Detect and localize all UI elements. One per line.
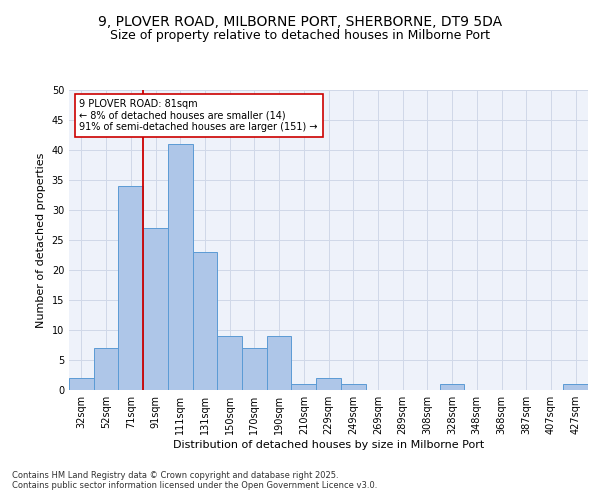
Bar xyxy=(217,336,242,390)
Bar xyxy=(341,384,365,390)
Bar xyxy=(316,378,341,390)
Bar xyxy=(267,336,292,390)
Text: 9 PLOVER ROAD: 81sqm
← 8% of detached houses are smaller (14)
91% of semi-detach: 9 PLOVER ROAD: 81sqm ← 8% of detached ho… xyxy=(79,99,318,132)
X-axis label: Distribution of detached houses by size in Milborne Port: Distribution of detached houses by size … xyxy=(173,440,484,450)
Bar xyxy=(143,228,168,390)
Bar xyxy=(168,144,193,390)
Text: 9, PLOVER ROAD, MILBORNE PORT, SHERBORNE, DT9 5DA: 9, PLOVER ROAD, MILBORNE PORT, SHERBORNE… xyxy=(98,16,502,30)
Bar xyxy=(193,252,217,390)
Text: Contains HM Land Registry data © Crown copyright and database right 2025.
Contai: Contains HM Land Registry data © Crown c… xyxy=(12,470,377,490)
Bar xyxy=(563,384,588,390)
Y-axis label: Number of detached properties: Number of detached properties xyxy=(36,152,46,328)
Bar xyxy=(292,384,316,390)
Bar xyxy=(242,348,267,390)
Bar xyxy=(69,378,94,390)
Bar xyxy=(440,384,464,390)
Bar xyxy=(118,186,143,390)
Bar xyxy=(94,348,118,390)
Text: Size of property relative to detached houses in Milborne Port: Size of property relative to detached ho… xyxy=(110,28,490,42)
